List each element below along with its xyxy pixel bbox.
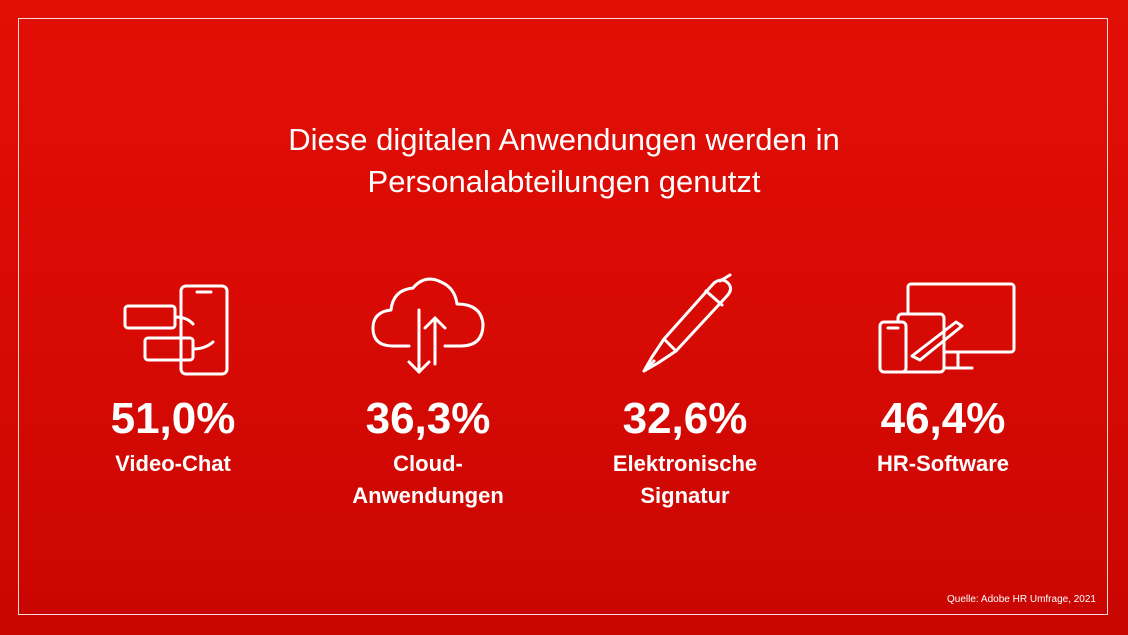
stat-label: Cloud- Anwendungen (352, 451, 504, 508)
source-note: Quelle: Adobe HR Umfrage, 2021 (947, 594, 1096, 605)
cloud-sync-icon (298, 258, 558, 378)
stat-video-chat: 51,0% Video-Chat (43, 258, 303, 480)
stat-hr-software: 46,4% HR-Software (813, 258, 1073, 480)
stat-cloud-applications: 36,3% Cloud- Anwendungen (298, 258, 558, 512)
stat-value: 51,0% (110, 394, 236, 443)
stat-value: 32,6% (622, 394, 748, 443)
devices-icon (813, 258, 1073, 378)
stat-electronic-signature: 32,6% Elektronische Signatur (555, 258, 815, 512)
stat-value: 36,3% (365, 394, 491, 443)
title-line-1: Diese digitalen Anwendungen werden in (288, 121, 840, 157)
content-frame (18, 18, 1108, 615)
stat-label: Elektronische Signatur (612, 451, 758, 508)
page-title: Diese digitalen Anwendungen werden in Pe… (0, 119, 1128, 203)
video-chat-icon (43, 258, 303, 378)
stat-label: HR-Software (876, 451, 1009, 476)
stat-value: 46,4% (880, 394, 1006, 443)
title-line-2: Personalabteilungen genutzt (367, 163, 761, 199)
fountain-pen-icon (555, 258, 815, 378)
stat-label: Video-Chat (115, 451, 231, 476)
